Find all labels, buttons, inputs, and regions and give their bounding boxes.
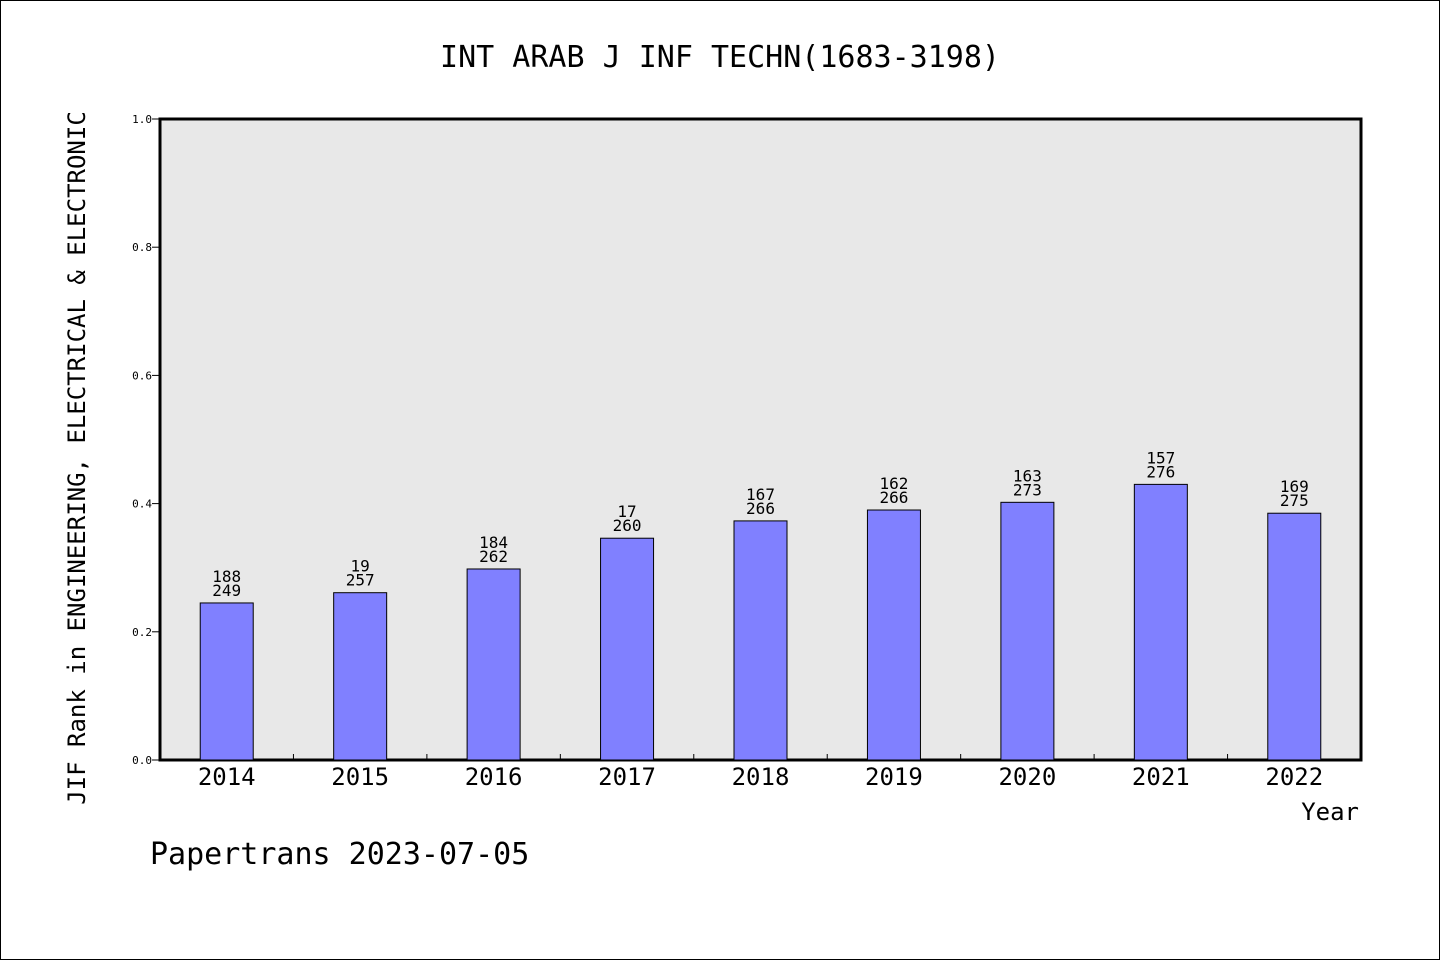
bar-rank-label: 188	[212, 567, 241, 586]
bar-2014	[199, 602, 254, 761]
bar-2015	[333, 592, 388, 761]
x-axis: 2014 2015 2016 2017 2018 2019 2020 2021 2022	[198, 754, 1323, 791]
x-tick-label: 2022	[1265, 763, 1323, 791]
x-tick-label: 2020	[998, 763, 1056, 791]
y-tick-label: 0.6	[132, 369, 152, 382]
bar-rank-label: 163	[1013, 466, 1042, 485]
y-axis: 0.0 0.2 0.4 0.6 0.8 1.0	[132, 113, 160, 767]
x-tick-label: 2014	[198, 763, 256, 791]
bar-rank-label: 162	[879, 474, 908, 493]
bar-total-label: 276	[1146, 462, 1175, 481]
bar-rank-label: 169	[1280, 477, 1309, 496]
bar-total-label: 266	[746, 499, 775, 518]
bar-total-label: 262	[479, 547, 508, 566]
bar-rank-label: 167	[746, 485, 775, 504]
bar-rank-label: 184	[479, 533, 508, 552]
bar-rank-label: 19	[351, 557, 370, 576]
x-tick-label: 2017	[598, 763, 656, 791]
bar-2016	[466, 568, 521, 761]
chart-title: INT ARAB J INF TECHN(1683-3198)	[440, 40, 1000, 75]
bar-2018	[733, 520, 788, 761]
x-tick-label: 2021	[1132, 763, 1190, 791]
bar-2020	[1000, 501, 1055, 761]
x-tick-label: 2015	[331, 763, 389, 791]
bar-2019	[866, 509, 921, 761]
bar-2021	[1133, 483, 1188, 761]
bar-2022	[1267, 512, 1322, 761]
bar-total-label: 257	[346, 571, 375, 590]
y-axis-label: JIF Rank in ENGINEERING, ELECTRICAL & EL…	[63, 111, 91, 805]
data-labels: 1882491925718426217260167266162266163273…	[212, 448, 1308, 600]
y-tick-label: 0.0	[132, 754, 152, 767]
bar-total-label: 275	[1280, 491, 1309, 510]
bar-rank-label: 157	[1146, 448, 1175, 467]
bar-total-label: 249	[212, 581, 241, 600]
x-axis-label: Year	[1301, 798, 1359, 826]
bar-2017	[600, 537, 655, 761]
x-tick-label: 2016	[465, 763, 523, 791]
y-tick-label: 0.4	[132, 498, 152, 511]
bar-series	[199, 483, 1322, 761]
x-tick-label: 2018	[732, 763, 790, 791]
bar-total-label: 266	[879, 488, 908, 507]
y-tick-label: 1.0	[132, 113, 152, 126]
bar-total-label: 273	[1013, 480, 1042, 499]
y-tick-label: 0.8	[132, 241, 152, 254]
y-tick-label: 0.2	[132, 626, 152, 639]
footer-credit: Papertrans 2023-07-05	[150, 837, 529, 872]
bar-rank-label: 17	[617, 502, 636, 521]
x-tick-label: 2019	[865, 763, 923, 791]
bar-total-label: 260	[613, 516, 642, 535]
